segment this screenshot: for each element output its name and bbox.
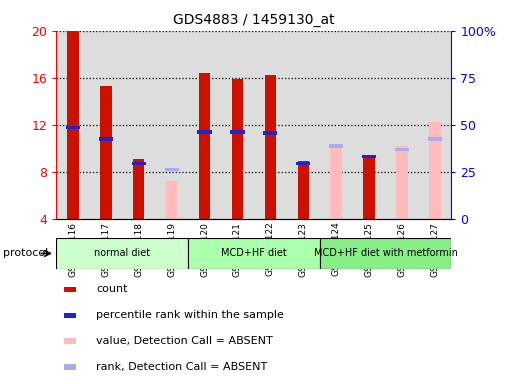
Bar: [100, 86, 111, 219]
Bar: [395, 148, 409, 151]
Text: protocol: protocol: [3, 248, 48, 258]
Bar: [64, 286, 76, 292]
Bar: [98, 137, 113, 141]
Bar: [287, 31, 320, 219]
Text: MCD+HF diet: MCD+HF diet: [221, 248, 287, 258]
Bar: [232, 79, 243, 219]
Bar: [166, 181, 177, 219]
Bar: [320, 31, 352, 219]
Bar: [254, 31, 287, 219]
Bar: [66, 126, 80, 129]
Bar: [362, 155, 376, 158]
Text: rank, Detection Call = ABSENT: rank, Detection Call = ABSENT: [96, 362, 267, 372]
Text: value, Detection Call = ABSENT: value, Detection Call = ABSENT: [96, 336, 273, 346]
Bar: [199, 73, 210, 219]
Bar: [221, 31, 254, 219]
Bar: [265, 75, 276, 219]
Bar: [89, 31, 122, 219]
Bar: [56, 238, 188, 269]
Bar: [67, 31, 78, 219]
Bar: [298, 161, 309, 219]
Bar: [133, 159, 145, 219]
Bar: [155, 31, 188, 219]
Bar: [429, 122, 441, 219]
Bar: [188, 238, 320, 269]
Text: normal diet: normal diet: [94, 248, 150, 258]
Bar: [352, 31, 386, 219]
Bar: [329, 144, 343, 147]
Text: percentile rank within the sample: percentile rank within the sample: [96, 310, 284, 320]
Bar: [122, 31, 155, 219]
Bar: [132, 162, 146, 165]
Bar: [296, 162, 310, 165]
Bar: [363, 157, 375, 219]
Text: count: count: [96, 285, 127, 295]
Bar: [64, 338, 76, 344]
Bar: [419, 31, 451, 219]
Text: MCD+HF diet with metformin: MCD+HF diet with metformin: [313, 248, 458, 258]
Bar: [320, 238, 451, 269]
Bar: [330, 145, 342, 219]
Bar: [397, 146, 408, 219]
Title: GDS4883 / 1459130_at: GDS4883 / 1459130_at: [173, 13, 335, 27]
Bar: [230, 130, 245, 134]
Bar: [64, 364, 76, 370]
Bar: [198, 130, 212, 134]
Bar: [165, 168, 179, 171]
Bar: [64, 313, 76, 318]
Bar: [56, 31, 89, 219]
Bar: [263, 131, 278, 135]
Bar: [428, 137, 442, 141]
Bar: [188, 31, 221, 219]
Bar: [386, 31, 419, 219]
